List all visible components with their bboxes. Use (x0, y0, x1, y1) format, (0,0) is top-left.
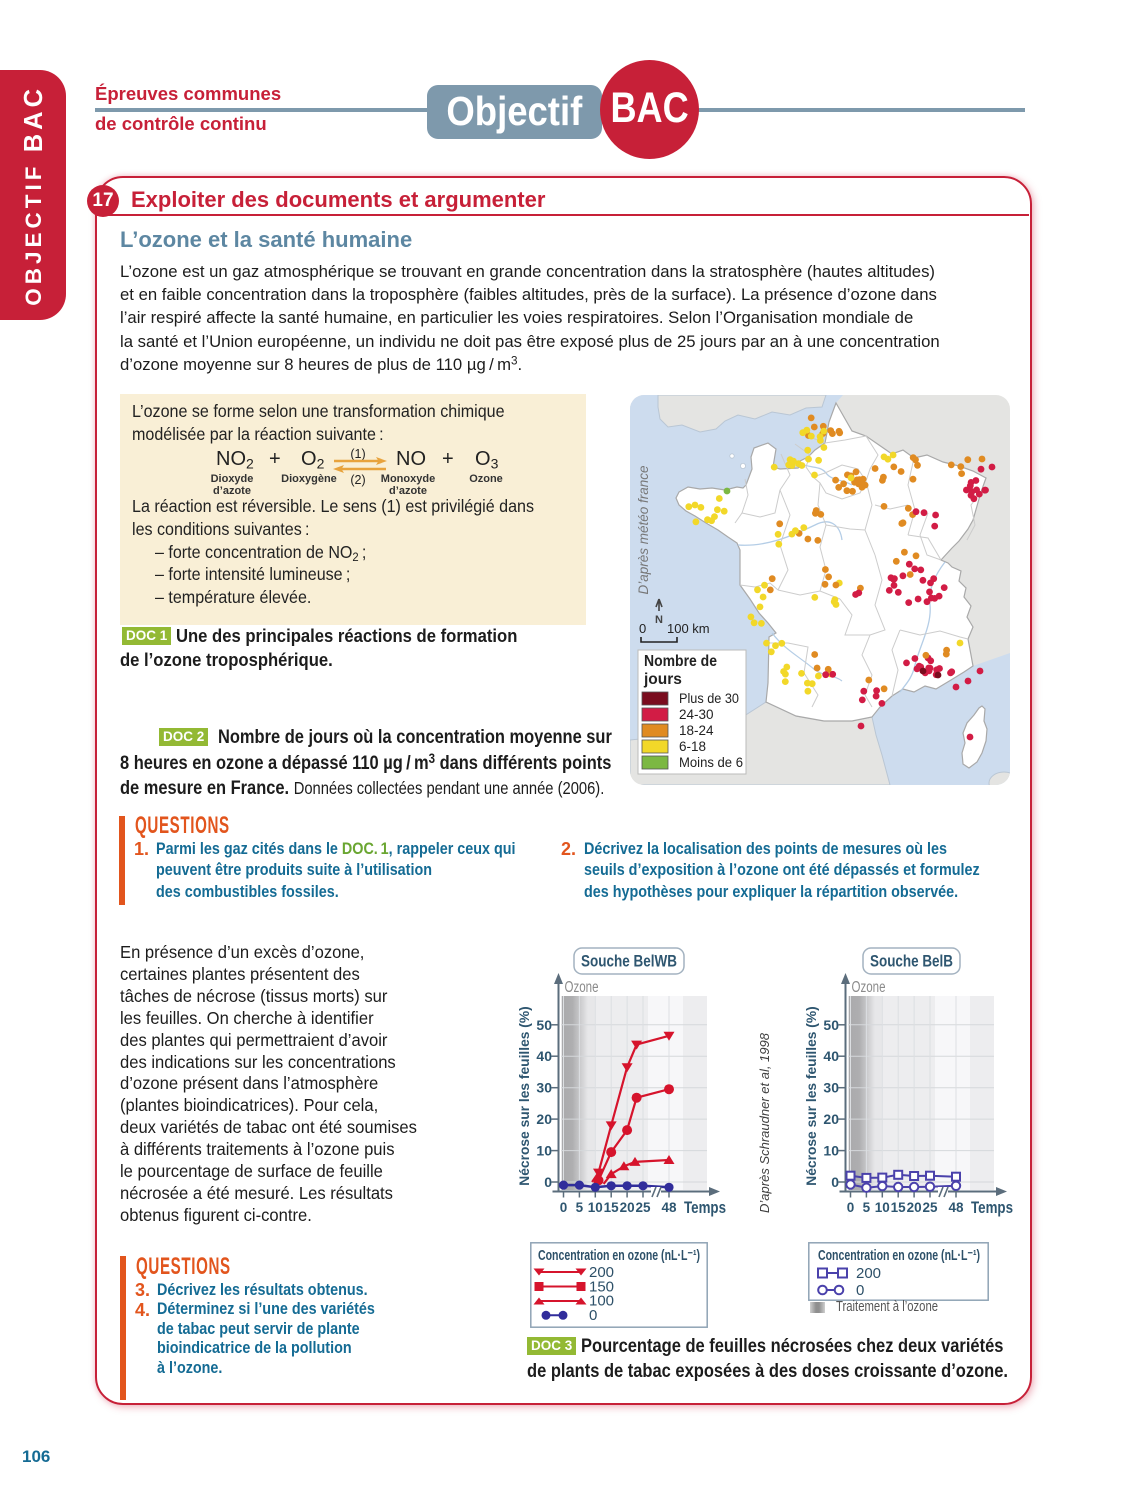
svg-text:200: 200 (589, 1264, 614, 1281)
svg-text:50: 50 (536, 1017, 552, 1033)
svg-text:40: 40 (536, 1048, 552, 1064)
svg-text:D’après météo france: D’après météo france (638, 465, 651, 594)
svg-text:200: 200 (856, 1265, 881, 1282)
svg-text:Souche BelWB: Souche BelWB (581, 953, 677, 971)
svg-text:20: 20 (907, 1200, 922, 1215)
svg-text:Nécrose sur les feuilles (%): Nécrose sur les feuilles (%) (804, 1006, 819, 1185)
svg-text:Temps: Temps (684, 1199, 726, 1217)
svg-text:18-24: 18-24 (679, 723, 714, 738)
svg-text:0: 0 (847, 1200, 855, 1215)
svg-text:15: 15 (891, 1200, 907, 1215)
svg-text:20: 20 (620, 1200, 635, 1215)
svg-text:Nombre de: Nombre de (644, 653, 717, 670)
svg-text:6-18: 6-18 (679, 739, 706, 754)
svg-text:0: 0 (560, 1200, 568, 1215)
svg-text:20: 20 (536, 1111, 552, 1127)
svg-text:Ozone: Ozone (852, 979, 886, 996)
svg-text:10: 10 (823, 1143, 839, 1159)
svg-text:40: 40 (823, 1048, 839, 1064)
svg-text:100: 100 (589, 1293, 614, 1310)
svg-text:10: 10 (875, 1200, 890, 1215)
svg-text:5: 5 (576, 1200, 584, 1215)
svg-text:D’après Schraudner et al, 1998: D’après Schraudner et al, 1998 (757, 1032, 772, 1213)
svg-text:jours: jours (643, 671, 682, 688)
svg-text:48: 48 (661, 1200, 677, 1215)
svg-text:0: 0 (639, 621, 646, 636)
svg-text:5: 5 (863, 1200, 871, 1215)
svg-text:Ozone: Ozone (565, 979, 599, 996)
svg-text:20: 20 (823, 1111, 839, 1127)
svg-text:Temps: Temps (971, 1199, 1013, 1217)
svg-text:Souche BelB: Souche BelB (870, 953, 953, 971)
svg-text:25: 25 (922, 1200, 938, 1215)
svg-text:Nécrose sur les feuilles (%): Nécrose sur les feuilles (%) (517, 1006, 532, 1185)
svg-text:30: 30 (823, 1080, 839, 1096)
svg-text:Moins de 6: Moins de 6 (679, 755, 743, 770)
svg-text:100 km: 100 km (667, 621, 710, 636)
svg-text:Concentration en ozone (nL·L⁻¹: Concentration en ozone (nL·L⁻¹) (818, 1248, 980, 1264)
svg-text:30: 30 (536, 1080, 552, 1096)
svg-text:150: 150 (589, 1279, 614, 1296)
svg-text:48: 48 (948, 1200, 964, 1215)
svg-text:0: 0 (831, 1174, 839, 1190)
svg-text:0: 0 (856, 1282, 864, 1299)
svg-text:15: 15 (604, 1200, 620, 1215)
svg-text:0: 0 (544, 1174, 552, 1190)
svg-text:10: 10 (536, 1143, 552, 1159)
svg-text:Plus de 30: Plus de 30 (679, 691, 739, 706)
svg-text:0: 0 (589, 1307, 597, 1324)
svg-text:Concentration en ozone (nL·L⁻¹: Concentration en ozone (nL·L⁻¹) (538, 1248, 700, 1264)
svg-text:25: 25 (635, 1200, 651, 1215)
svg-text:N: N (655, 614, 663, 626)
svg-text:50: 50 (823, 1017, 839, 1033)
svg-text:10: 10 (588, 1200, 603, 1215)
svg-text:24-30: 24-30 (679, 707, 714, 722)
